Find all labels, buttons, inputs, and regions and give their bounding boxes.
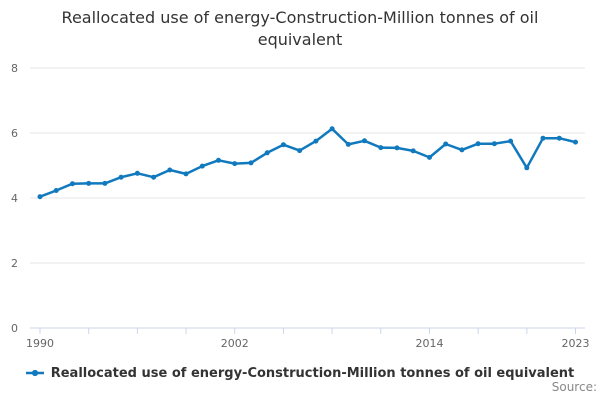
y-axis-tick-label: 2 — [11, 257, 18, 270]
chart-title-text: Reallocated use of energy-Construction-M… — [61, 8, 539, 49]
data-point-marker[interactable] — [427, 154, 432, 160]
legend: Reallocated use of energy-Construction-M… — [0, 364, 600, 382]
data-point-marker[interactable] — [86, 180, 92, 186]
data-point-marker[interactable] — [264, 150, 270, 156]
data-point-marker[interactable] — [151, 174, 157, 180]
data-point-marker[interactable] — [183, 171, 189, 177]
data-point-marker[interactable] — [443, 141, 449, 147]
chart-plot-area: 0 2 4 6 8 1990 2002 2014 2023 — [11, 62, 590, 350]
data-point-marker[interactable] — [37, 194, 43, 200]
legend-label: Reallocated use of energy-Construction-M… — [50, 365, 575, 381]
data-point-marker[interactable] — [167, 167, 173, 173]
data-point-marker[interactable] — [118, 174, 124, 180]
x-axis-tick-label: 1990 — [26, 337, 54, 350]
legend-item[interactable]: Reallocated use of energy-Construction-M… — [25, 365, 575, 381]
data-point-marker[interactable] — [475, 141, 481, 147]
x-axis-tick-label: 2023 — [562, 337, 590, 350]
data-point-marker[interactable] — [102, 180, 108, 186]
data-point-marker[interactable] — [53, 188, 59, 193]
data-point-marker[interactable] — [362, 138, 367, 144]
data-point-marker[interactable] — [540, 135, 546, 141]
legend-marker — [31, 369, 38, 377]
data-point-marker[interactable] — [199, 163, 205, 169]
data-point-marker[interactable] — [378, 145, 384, 151]
data-point-marker[interactable] — [70, 181, 75, 187]
data-point-marker[interactable] — [280, 142, 286, 148]
legend-line-marker-icon — [25, 369, 44, 377]
series-line — [38, 127, 577, 198]
y-axis-tick-label: 8 — [11, 62, 18, 75]
data-point-marker[interactable] — [329, 126, 335, 132]
x-axis-tick-label: 2014 — [415, 337, 443, 350]
data-point-marker[interactable] — [345, 141, 351, 147]
data-point-marker[interactable] — [556, 135, 562, 141]
data-point-marker[interactable] — [134, 170, 140, 176]
chart-title: Reallocated use of energy-Construction-M… — [0, 7, 600, 51]
data-point-marker[interactable] — [248, 160, 254, 166]
data-point-marker[interactable] — [459, 147, 465, 153]
y-axis-tick-label: 4 — [11, 192, 18, 205]
data-point-marker[interactable] — [524, 165, 530, 171]
data-point-marker[interactable] — [394, 145, 400, 151]
y-axis-tick-label: 0 — [11, 322, 18, 335]
y-axis-tick-label: 6 — [11, 127, 18, 140]
data-point-marker[interactable] — [573, 139, 578, 145]
x-axis-tick-label: 2002 — [221, 337, 249, 350]
data-point-marker[interactable] — [410, 148, 416, 154]
data-point-marker[interactable] — [313, 138, 319, 144]
data-point-marker[interactable] — [508, 138, 514, 144]
source-label: Source: — [551, 380, 597, 394]
data-point-marker[interactable] — [232, 161, 238, 167]
data-point-marker[interactable] — [297, 148, 303, 154]
data-point-marker[interactable] — [216, 157, 221, 163]
data-point-marker[interactable] — [491, 141, 497, 147]
